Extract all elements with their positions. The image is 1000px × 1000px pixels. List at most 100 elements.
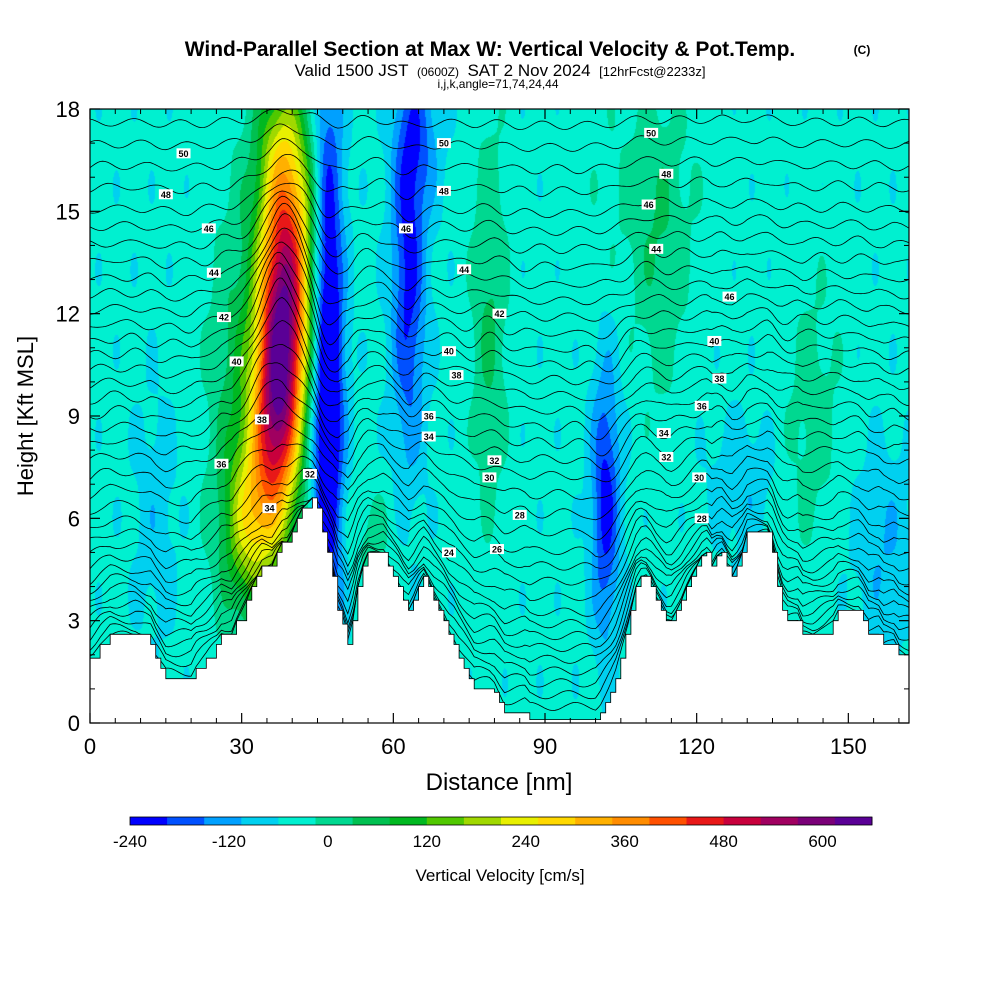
isentrope-label-bg	[216, 312, 231, 323]
isentrope-label-40: 40	[441, 346, 456, 357]
isentrope-label-text: 46	[204, 224, 214, 234]
isentrope-label-bg	[262, 503, 277, 514]
isentrope-label-32: 32	[302, 468, 317, 479]
colorbar-label: Vertical Velocity [cm/s]	[415, 866, 584, 885]
isentrope-label-48: 48	[659, 168, 674, 179]
colorbar-swatch	[241, 817, 279, 825]
isentrope-label-40: 40	[707, 335, 722, 346]
y-axis-label: Height [Kft MSL]	[13, 336, 38, 496]
colorbar-tick-label: 120	[413, 832, 441, 851]
isentrope-line-29	[90, 455, 909, 541]
isentrope-label-32: 32	[659, 451, 674, 462]
isentrope-label-46: 46	[201, 223, 216, 234]
isentrope-label-text: 32	[305, 469, 315, 479]
isentrope-label-bg	[659, 168, 674, 179]
isentrope-line-26	[90, 486, 909, 586]
isentrope-line-45	[90, 195, 909, 275]
isentrope-label-bg	[707, 335, 722, 346]
y-tick-label: 12	[56, 302, 80, 327]
isentrope-line-37	[90, 297, 909, 401]
colorbar-swatch	[760, 817, 799, 825]
isentrope-label-bg	[229, 356, 244, 367]
x-tick-label: 30	[229, 734, 253, 759]
isentrope-label-text: 48	[161, 190, 171, 200]
isentrope-label-42: 42	[492, 308, 507, 319]
isentrope-label-bg	[398, 223, 413, 234]
isentrope-label-text: 30	[694, 473, 704, 483]
forecast-info: [12hrFcst@2233z]	[599, 64, 705, 79]
isentrope-label-bg	[712, 373, 727, 384]
valid-time-line: Valid 1500 JST (0600Z) SAT 2 Nov 2024 [1…	[294, 61, 705, 80]
colorbar-swatch	[130, 817, 168, 825]
isentrope-label-text: 46	[644, 200, 654, 210]
x-tick-label: 90	[533, 734, 557, 759]
x-axis: 0 30 60 90 120 150	[84, 109, 900, 759]
isentrope-line-51	[90, 123, 909, 152]
colorbar-swatch	[649, 817, 687, 825]
isentrope-label-44: 44	[206, 267, 221, 278]
isentrope-label-text: 38	[714, 374, 724, 384]
isentrope-label-text: 36	[424, 412, 434, 422]
isentrope-label-bg	[214, 458, 229, 469]
copyright-mark: (C)	[854, 43, 871, 57]
isentrope-line-53	[90, 91, 909, 108]
colorbar-swatch	[501, 817, 539, 825]
y-tick-label: 15	[56, 199, 80, 224]
colorbar-swatch	[463, 817, 502, 825]
x-tick-label: 0	[84, 734, 96, 759]
isentrope-label-bg	[302, 468, 317, 479]
colorbar-tick-label: 480	[709, 832, 737, 851]
isentrope-label-34: 34	[421, 431, 436, 442]
isentrope-label-46: 46	[641, 199, 656, 210]
isentrope-label-46: 46	[722, 291, 737, 302]
isentrope-label-text: 50	[646, 128, 656, 138]
isentrope-labels: 50 48 46 44 42 40 38 36 34 32 50 48 46 44 42 40 38 36 34 32…	[158, 127, 737, 558]
colorbar-swatch	[723, 817, 762, 825]
isentrope-label-42: 42	[216, 312, 231, 323]
isentrope-line-47	[90, 182, 909, 239]
isentrope-label-bg	[694, 513, 709, 524]
isentrope-label-46: 46	[398, 223, 413, 234]
isentrope-label-bg	[694, 400, 709, 411]
isentrope-label-text: 36	[216, 459, 226, 469]
isentrope-label-bg	[449, 370, 464, 381]
isentrope-label-text: 42	[494, 309, 504, 319]
isentrope-line-46	[90, 190, 909, 258]
isentrope-label-bg	[482, 472, 497, 483]
isentrope-label-36: 36	[694, 400, 709, 411]
x-tick-label: 120	[678, 734, 715, 759]
isentrope-label-bg	[206, 267, 221, 278]
isentrope-line-36	[90, 320, 909, 422]
isentrope-line-39	[90, 262, 909, 373]
isentrope-label-32: 32	[487, 455, 502, 466]
isentrope-label-34: 34	[262, 503, 277, 514]
colorbar-swatch	[167, 817, 205, 825]
y-tick-label: 18	[56, 97, 80, 122]
y-tick-label: 6	[68, 506, 80, 531]
isentrope-line-43	[90, 213, 909, 310]
isentrope-label-bg	[659, 451, 674, 462]
isentrope-label-text: 34	[424, 432, 434, 442]
isentrope-label-text: 32	[661, 452, 671, 462]
isentrope-label-text: 44	[651, 244, 661, 254]
isentrope-label-30: 30	[482, 472, 497, 483]
y-tick-label: 9	[68, 404, 80, 429]
isentrope-label-bg	[421, 411, 436, 421]
isentrope-line-33	[90, 378, 909, 471]
colorbar: -240 -120 0 120 240 360 480 600	[113, 816, 873, 851]
chart-title: Wind-Parallel Section at Max W: Vertical…	[185, 38, 796, 61]
colorbar-swatch	[278, 817, 316, 825]
colorbar-tick-label: -240	[113, 832, 147, 851]
isentrope-label-30: 30	[692, 472, 707, 483]
colorbar-tick-label: -120	[212, 832, 246, 851]
isentrope-line-40	[90, 251, 909, 362]
colorbar-tick-label: 240	[512, 832, 540, 851]
isentrope-label-bg	[457, 264, 472, 275]
isentrope-label-bg	[441, 346, 456, 357]
colorbar-tick-label: 0	[323, 832, 332, 851]
isentrope-label-text: 28	[515, 510, 525, 520]
colorbar-swatch	[426, 817, 465, 825]
isentrope-label-bg	[492, 308, 507, 319]
isentrope-line-27	[90, 476, 909, 571]
